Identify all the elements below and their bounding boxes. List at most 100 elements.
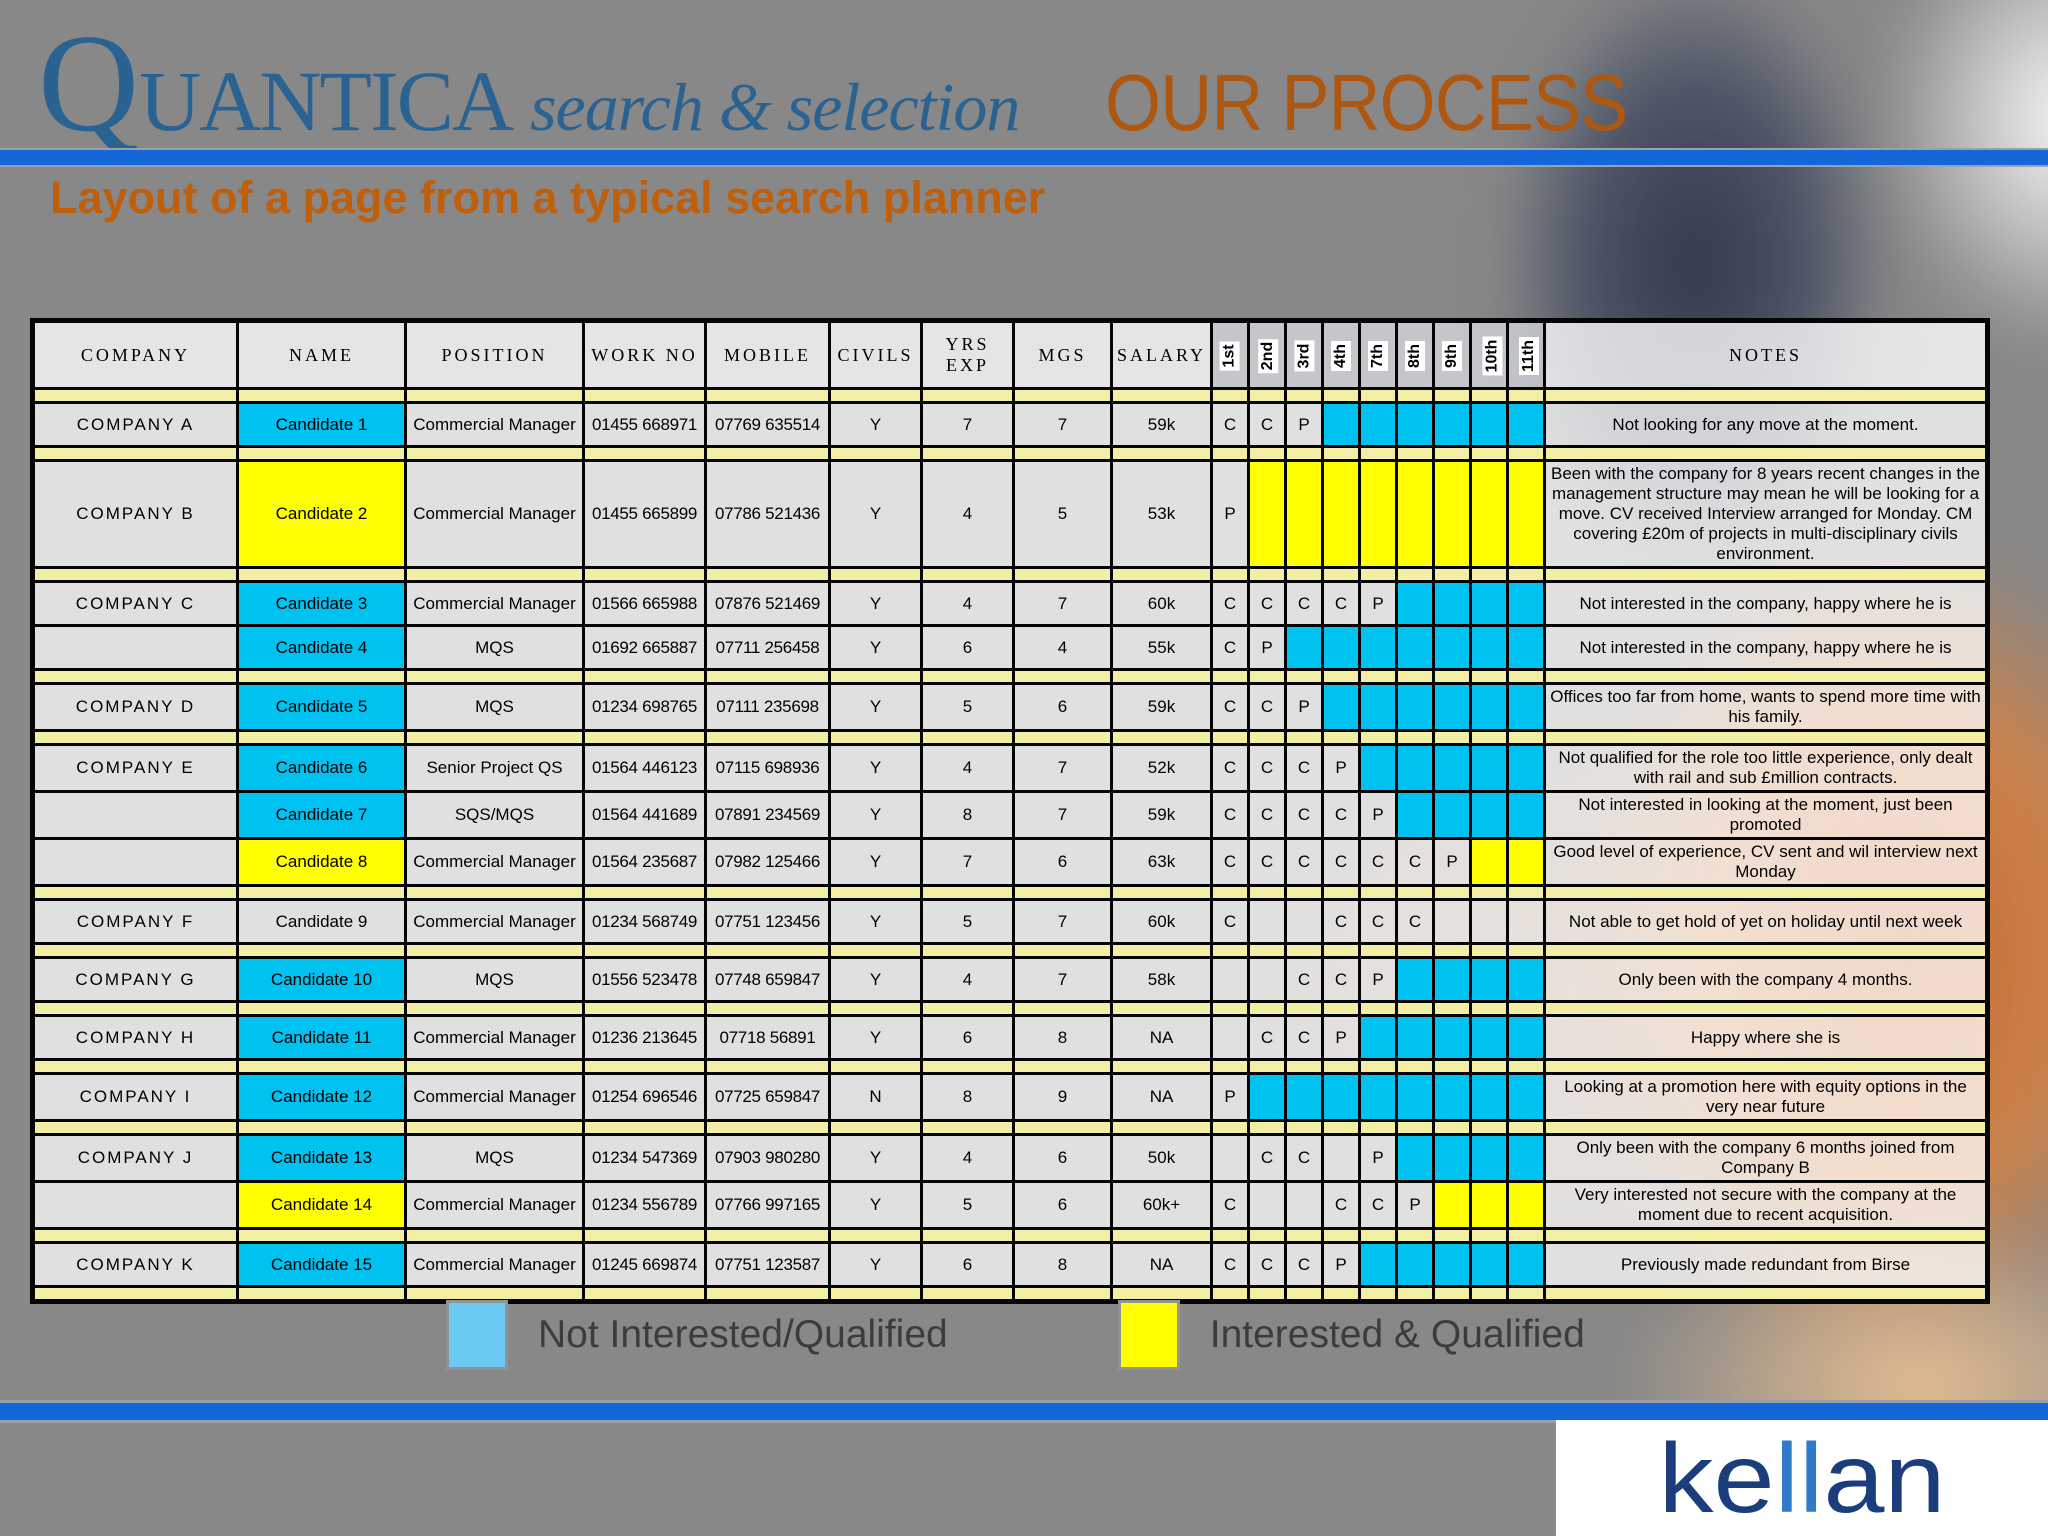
work-no-cell: 01245 669874 — [582, 1241, 707, 1288]
separator-cell — [1247, 1000, 1287, 1017]
salary-cell: 60k — [1110, 580, 1213, 627]
separator-cell — [1543, 1119, 1989, 1136]
separator-cell — [1432, 1058, 1472, 1075]
yrs-exp-cell: 4 — [920, 743, 1015, 793]
work-no-cell: 01254 696546 — [582, 1072, 707, 1122]
stage-cell-3rd: C — [1284, 743, 1324, 793]
company-cell — [31, 624, 239, 671]
stage-cell-10th — [1469, 790, 1509, 840]
separator-cell — [1284, 1119, 1324, 1136]
yrs-exp-cell: 8 — [920, 1072, 1015, 1122]
stage-cell-10th — [1469, 682, 1509, 732]
separator-cell — [236, 1058, 407, 1075]
separator-cell — [1469, 1285, 1509, 1303]
table-row: Candidate 8 Commercial Manager 01564 23568… — [31, 837, 1989, 887]
mobile-cell: 07769 635514 — [704, 401, 831, 448]
separator-cell — [1284, 566, 1324, 583]
mgs-cell: 7 — [1012, 898, 1113, 945]
position-cell: MQS — [404, 682, 585, 732]
separator-cell — [236, 1119, 407, 1136]
separator-cell — [1110, 445, 1213, 462]
separator-cell — [1543, 942, 1989, 959]
stage-cell-10th — [1469, 743, 1509, 793]
rotated-header-label: 8th — [1405, 341, 1425, 371]
position-cell: Commercial Manager — [404, 1180, 585, 1230]
column-header-mgs: MGS — [1012, 319, 1113, 390]
column-header-work-no: WORK NO — [582, 319, 707, 390]
candidate-name-cell: Candidate 15 — [236, 1241, 407, 1288]
company-cell: COMPANY E — [31, 743, 239, 793]
stage-cell-2nd: C — [1247, 790, 1287, 840]
candidate-name-cell: Candidate 6 — [236, 743, 407, 793]
stage-cell-10th — [1469, 580, 1509, 627]
stage-cell-7th — [1358, 1241, 1398, 1288]
separator-cell — [1012, 884, 1113, 901]
stage-cell-8th — [1395, 1241, 1435, 1288]
stage-cell-7th — [1358, 1072, 1398, 1122]
separator-cell — [582, 1000, 707, 1017]
separator-cell — [1210, 387, 1250, 404]
mgs-cell: 7 — [1012, 956, 1113, 1003]
legend-label-interested: Interested & Qualified — [1209, 1313, 1585, 1356]
separator-cell — [1432, 1285, 1472, 1303]
separator-cell — [404, 1058, 585, 1075]
search-planner-table: COMPANY NAME POSITION WORK NO MOBILE CIVILS YR… — [30, 318, 1990, 1304]
divider-bar-bottom — [0, 1400, 2048, 1423]
separator-cell — [828, 1119, 923, 1136]
separator-cell — [1321, 668, 1361, 685]
stage-cell-3rd: P — [1284, 682, 1324, 732]
notes-cell: Not interested in looking at the moment,… — [1543, 790, 1989, 840]
stage-cell-9th — [1432, 580, 1472, 627]
table-row: COMPANY G Candidate 10 MQS 01556 523478 0774… — [31, 956, 1989, 1003]
slide-title: OUR PROCESS — [1105, 58, 1628, 147]
stage-cell-11th — [1506, 624, 1546, 671]
group-separator-row — [31, 387, 1989, 404]
civils-cell: Y — [828, 956, 923, 1003]
column-header-salary: SALARY — [1110, 319, 1213, 390]
column-header-4th: 4th — [1321, 319, 1361, 390]
separator-cell — [582, 566, 707, 583]
legend-swatch-interested — [1117, 1300, 1180, 1370]
separator-cell — [1247, 668, 1287, 685]
position-cell: Commercial Manager — [404, 580, 585, 627]
stage-cell-11th — [1506, 743, 1546, 793]
stage-cell-3rd: C — [1284, 790, 1324, 840]
stage-cell-8th — [1395, 1072, 1435, 1122]
column-header-7th: 7th — [1358, 319, 1398, 390]
separator-cell — [1395, 445, 1435, 462]
yrs-exp-cell: 6 — [920, 624, 1015, 671]
work-no-cell: 01564 446123 — [582, 743, 707, 793]
stage-cell-9th — [1432, 401, 1472, 448]
stage-cell-7th: C — [1358, 898, 1398, 945]
separator-cell — [1247, 884, 1287, 901]
separator-cell — [404, 942, 585, 959]
separator-cell — [1432, 884, 1472, 901]
mobile-cell: 07111 235698 — [704, 682, 831, 732]
separator-cell — [1012, 1285, 1113, 1303]
candidate-name-cell: Candidate 12 — [236, 1072, 407, 1122]
stage-cell-8th — [1395, 401, 1435, 448]
legend-label-not-interested: Not Interested/Qualified — [538, 1313, 948, 1356]
rotated-header-label: 11th — [1519, 336, 1540, 376]
table-row: COMPANY A Candidate 1 Commercial Manager 01… — [31, 401, 1989, 448]
separator-cell — [1247, 387, 1287, 404]
stage-cell-4th: P — [1321, 1014, 1361, 1061]
company-cell: COMPANY G — [31, 956, 239, 1003]
stage-cell-7th — [1358, 682, 1398, 732]
position-cell: SQS/MQS — [404, 790, 585, 840]
column-header-3rd: 3rd — [1284, 319, 1324, 390]
stage-cell-8th — [1395, 1014, 1435, 1061]
mobile-cell: 07751 123587 — [704, 1241, 831, 1288]
work-no-cell: 01556 523478 — [582, 956, 707, 1003]
stage-cell-3rd — [1284, 1180, 1324, 1230]
stage-cell-7th — [1358, 1014, 1398, 1061]
separator-cell — [1432, 566, 1472, 583]
group-separator-row — [31, 1058, 1989, 1075]
stage-cell-8th — [1395, 459, 1435, 569]
position-cell: Commercial Manager — [404, 1241, 585, 1288]
separator-cell — [1358, 387, 1398, 404]
planner-table-body: COMPANY A Candidate 1 Commercial Manager 01… — [31, 387, 1989, 1303]
separator-cell — [920, 1285, 1015, 1303]
stage-cell-10th — [1469, 401, 1509, 448]
